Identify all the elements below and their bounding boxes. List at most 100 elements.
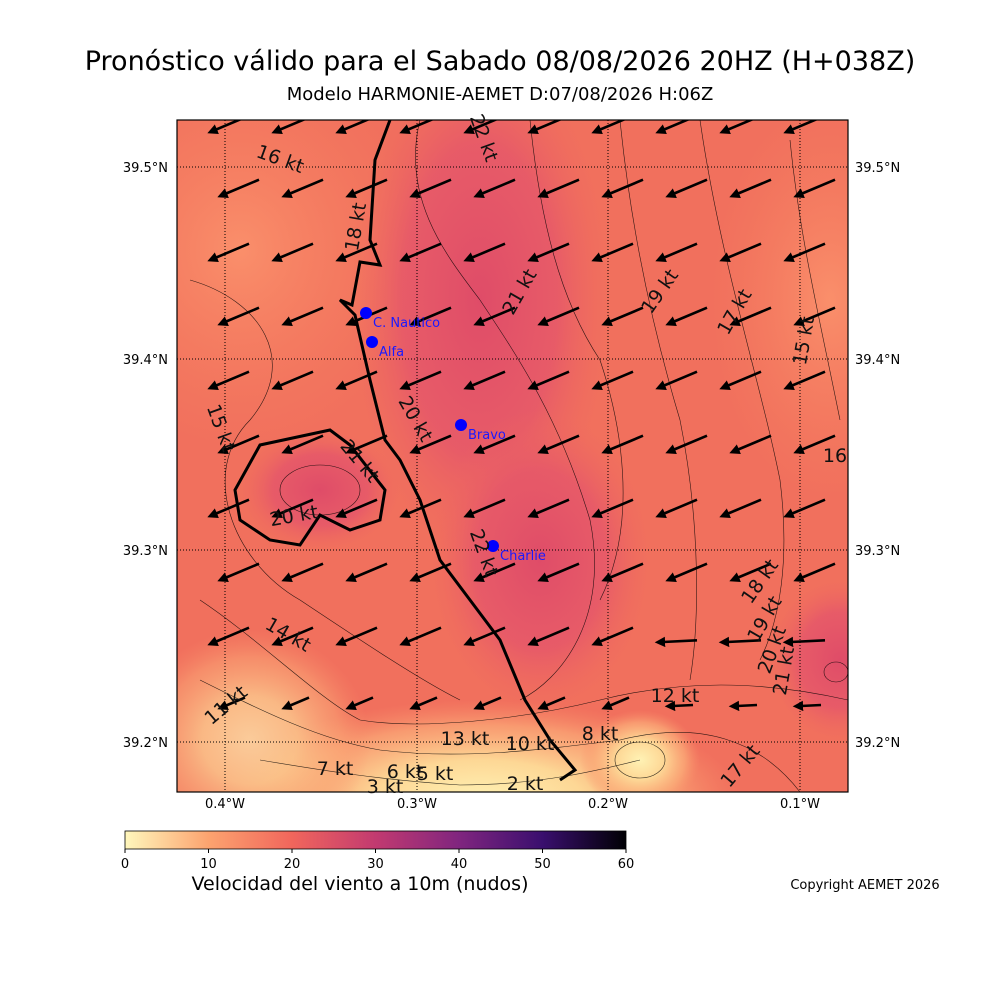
wind-arrow (655, 242, 698, 262)
map-field (177, 120, 848, 792)
contour-label: 16 (823, 445, 847, 467)
contour-label: 8 kt (582, 723, 619, 745)
wind-arrow (792, 700, 822, 712)
wind-arrow (335, 120, 371, 134)
wind-arrow (664, 700, 694, 712)
wind-arrow (207, 370, 250, 390)
wind-arrow (271, 626, 314, 646)
wind-arrow (537, 434, 580, 454)
lat-tick-label: 39.4°N (123, 353, 168, 368)
wind-arrow (409, 696, 438, 710)
wind-arrow (793, 434, 836, 454)
wind-arrow (473, 178, 516, 198)
colorbar-tick-label: 40 (451, 857, 468, 872)
contour-label: 7 kt (317, 758, 354, 780)
wind-arrow (728, 700, 758, 712)
wind-arrow (271, 242, 314, 262)
wind-arrow (399, 498, 442, 518)
lat-tick-label: 39.5°N (855, 161, 900, 176)
wind-arrow (601, 178, 644, 198)
wind-arrow (665, 434, 708, 454)
wind-arrow (665, 562, 708, 582)
contour-label: 13 kt (441, 728, 490, 750)
wind-arrow (527, 120, 563, 134)
wind-arrow (537, 306, 580, 326)
wind-arrow (217, 696, 246, 710)
wind-arrow (591, 120, 627, 134)
lon-tick-label: 0.1°W (780, 797, 820, 812)
wind-arrow (463, 120, 499, 134)
station-marker (487, 540, 499, 552)
lat-tick-label: 39.3°N (855, 544, 900, 559)
wind-arrow (729, 562, 772, 582)
wind-arrow (591, 242, 634, 262)
wind-arrow (729, 434, 772, 454)
wind-arrow (793, 562, 836, 582)
wind-arrow (217, 562, 260, 582)
wind-arrow (217, 306, 260, 326)
contour-label: 2 kt (507, 773, 544, 795)
wind-arrow (207, 120, 243, 134)
contour-label: 10 kt (506, 733, 555, 755)
wind-arrow (335, 370, 378, 390)
wind-arrow (271, 370, 314, 390)
wind-arrow (399, 626, 442, 646)
wind-arrow (473, 434, 516, 454)
wind-arrow (537, 562, 580, 582)
wind-arrow (537, 696, 566, 710)
wind-arrow (345, 178, 388, 198)
lon-tick-label: 0.2°W (588, 797, 628, 812)
contour-label: 5 kt (417, 763, 454, 785)
wind-arrow (335, 498, 378, 518)
wind-arrow (473, 306, 516, 326)
wind-arrow (783, 120, 819, 134)
station-marker (366, 336, 378, 348)
lagoon-outline (233, 428, 387, 547)
lat-tick-label: 39.3°N (123, 544, 168, 559)
wind-arrow (793, 306, 836, 326)
wind-arrow (217, 434, 260, 454)
wind-arrow (591, 498, 634, 518)
wind-arrow (271, 498, 314, 518)
wind-arrow (655, 498, 698, 518)
wind-arrow (665, 306, 708, 326)
wind-arrow (527, 242, 570, 262)
wind-arrow (399, 242, 442, 262)
wind-arrow (271, 120, 307, 134)
wind-arrow (281, 562, 324, 582)
wind-arrow (601, 696, 630, 710)
wind-arrow (463, 626, 506, 646)
wind-arrow (399, 120, 435, 134)
wind-arrow (207, 498, 250, 518)
graticule (177, 120, 848, 792)
wind-arrow (537, 178, 580, 198)
wind-arrow (473, 562, 516, 582)
wind-arrow (463, 242, 506, 262)
wind-arrow (665, 178, 708, 198)
wind-arrow (281, 696, 310, 710)
colorbar-tick-label: 50 (534, 857, 551, 872)
wind-arrow (719, 120, 755, 134)
wind-arrow (655, 120, 691, 134)
wind-arrow (473, 696, 502, 710)
coastline (338, 120, 578, 782)
lon-tick-label: 0.3°W (397, 797, 437, 812)
station-label: Charlie (500, 549, 546, 564)
wind-arrow (207, 242, 250, 262)
wind-arrow (335, 626, 378, 646)
title: Pronóstico válido para el Sabado 08/08/2… (85, 46, 916, 77)
wind-arrow (281, 306, 324, 326)
colorbar-tick-label: 60 (618, 857, 635, 872)
station-marker (360, 307, 372, 319)
wind-arrow (591, 370, 634, 390)
wind-arrow (527, 370, 570, 390)
colorbar-tick-label: 30 (367, 857, 384, 872)
wind-arrow (793, 178, 836, 198)
station-label: Alfa (379, 345, 404, 360)
contour-label: 12 kt (651, 685, 700, 707)
lon-tick-label: 0.4°W (205, 797, 245, 812)
wind-arrow (281, 178, 324, 198)
wind-arrow (409, 178, 452, 198)
wind-arrow (527, 498, 570, 518)
